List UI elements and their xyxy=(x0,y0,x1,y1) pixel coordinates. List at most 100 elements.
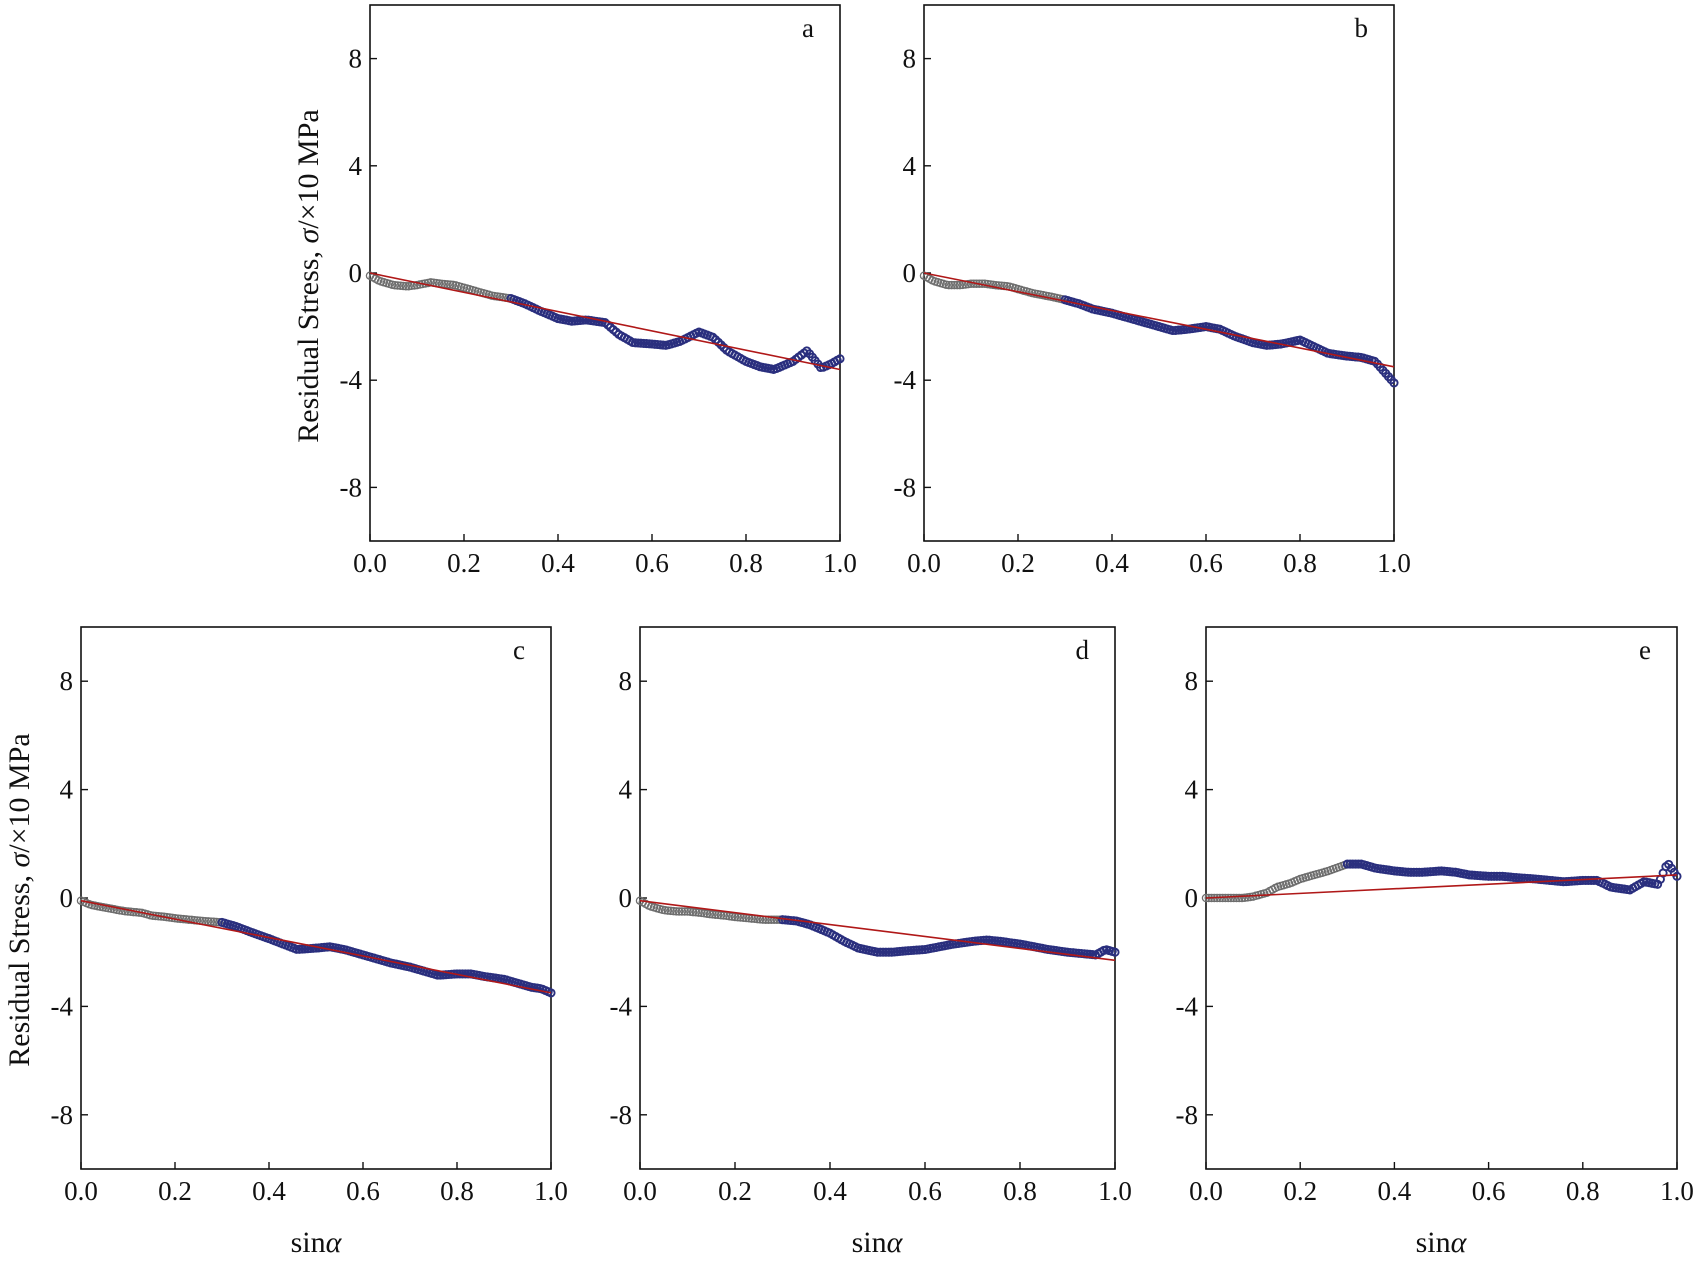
data-point xyxy=(991,280,1001,290)
y-tick-label: 4 xyxy=(349,151,363,181)
panel-a: 0.0 0.2 0.4 0.6 0.8 1.0 -8 -4 0 4 8 a Residual Stres… xyxy=(292,4,857,578)
data-point xyxy=(495,292,505,302)
data-point xyxy=(292,944,302,954)
x-tick-label: 1.0 xyxy=(1098,1176,1132,1206)
plot-frame xyxy=(923,4,1395,542)
x-axis-label: sinα xyxy=(291,1226,343,1259)
fit-line xyxy=(80,899,552,994)
panel-letter: e xyxy=(1639,635,1651,665)
y-tick-label: 8 xyxy=(1185,666,1199,696)
data-point xyxy=(404,281,413,291)
x-tick-label: 0.4 xyxy=(813,1176,847,1206)
data-point xyxy=(1389,378,1399,388)
data-point xyxy=(1234,893,1244,903)
data-point xyxy=(1489,871,1499,881)
data-point xyxy=(115,906,124,915)
data-point xyxy=(672,907,681,916)
y-tick-label: 0 xyxy=(349,258,363,288)
data-point xyxy=(1492,871,1502,881)
data-point xyxy=(1589,875,1599,885)
data-point xyxy=(1226,893,1236,903)
data-point xyxy=(433,970,443,980)
x-axis-label: sinα xyxy=(852,1226,904,1259)
x-tick-label: 0.2 xyxy=(718,1176,752,1206)
y-tick-label: 8 xyxy=(349,44,363,74)
data-point xyxy=(212,917,221,927)
data-point xyxy=(1409,867,1419,877)
y-tick-label: 4 xyxy=(60,775,74,805)
panel-letter: a xyxy=(802,13,814,43)
data-point xyxy=(1246,892,1255,902)
x-tick-label: 0.8 xyxy=(1003,1176,1037,1206)
data-point xyxy=(457,969,468,979)
data-point xyxy=(181,915,191,924)
x-tick-label: 1.0 xyxy=(534,1176,568,1206)
panel-letter: c xyxy=(513,635,525,665)
data-point xyxy=(997,281,1006,290)
plot-frame xyxy=(80,626,552,1170)
panel-letter: b xyxy=(1355,13,1369,43)
x-tick-label: 0.0 xyxy=(623,1176,657,1206)
x-tick-label: 0.0 xyxy=(64,1176,98,1206)
data-point xyxy=(1484,871,1494,881)
plot-frame xyxy=(1205,626,1678,1170)
data-point xyxy=(769,915,779,924)
y-tick-label: -4 xyxy=(610,991,633,1021)
x-tick-label: 0.6 xyxy=(635,548,669,578)
panel-c: 0.0 0.2 0.4 0.6 0.8 1.0 -8 -4 0 4 8 c Residual Stres… xyxy=(3,626,568,1259)
fit-line xyxy=(923,272,1395,368)
data-point xyxy=(835,354,845,364)
x-tick-label: 0.4 xyxy=(541,548,575,578)
panel-d: 0.0 0.2 0.4 0.6 0.8 1.0 -8 -4 0 4 8 d sinα xyxy=(610,626,1132,1259)
data-point xyxy=(1495,871,1505,881)
data-point xyxy=(950,280,959,290)
plot-frame xyxy=(639,626,1116,1170)
data-point xyxy=(1229,893,1238,903)
y-tick-label: 4 xyxy=(619,775,633,805)
data-point xyxy=(1586,875,1596,885)
data-point xyxy=(1351,859,1361,869)
data-point xyxy=(674,907,684,916)
x-tick-label: 0.2 xyxy=(158,1176,192,1206)
y-tick-label: 0 xyxy=(619,883,633,913)
data-point xyxy=(1583,875,1593,885)
data-point xyxy=(1353,859,1363,869)
y-tick-label: 4 xyxy=(903,151,917,181)
data-point xyxy=(396,281,405,290)
x-tick-label: 0.4 xyxy=(252,1176,286,1206)
data-point xyxy=(443,280,452,289)
x-tick-label: 0.4 xyxy=(1378,1176,1412,1206)
y-tick-label: 8 xyxy=(903,44,917,74)
data-point xyxy=(881,947,891,957)
data-point xyxy=(393,281,402,290)
data-point xyxy=(875,947,885,957)
x-tick-label: 1.0 xyxy=(823,548,857,578)
data-point xyxy=(952,280,962,290)
data-point xyxy=(401,281,411,291)
x-axis-label: sinα xyxy=(1416,1226,1468,1259)
data-point xyxy=(711,910,720,919)
data-point xyxy=(187,915,196,925)
data-point xyxy=(944,280,954,290)
fit-line xyxy=(1205,874,1678,899)
data-point xyxy=(445,280,455,289)
data-point xyxy=(963,279,973,289)
data-point xyxy=(688,907,698,917)
y-tick-label: -4 xyxy=(1176,991,1199,1021)
x-tick-label: 0.0 xyxy=(1189,1176,1223,1206)
data-point xyxy=(1342,859,1352,869)
y-axis-label: Residual Stress, σ/×10 MPa xyxy=(3,733,36,1066)
y-tick-label: -8 xyxy=(51,1100,74,1130)
x-tick-label: 0.2 xyxy=(1001,548,1035,578)
data-point xyxy=(941,280,951,289)
data-point xyxy=(878,947,888,957)
panel-letter: d xyxy=(1076,635,1090,665)
x-tick-label: 0.6 xyxy=(1189,548,1223,578)
y-tick-label: -8 xyxy=(340,472,363,502)
data-point xyxy=(872,947,883,957)
y-tick-label: -8 xyxy=(610,1100,633,1130)
data-point xyxy=(686,907,695,917)
y-axis-label: Residual Stress, σ/×10 MPa xyxy=(292,109,325,442)
data-point xyxy=(660,906,670,915)
